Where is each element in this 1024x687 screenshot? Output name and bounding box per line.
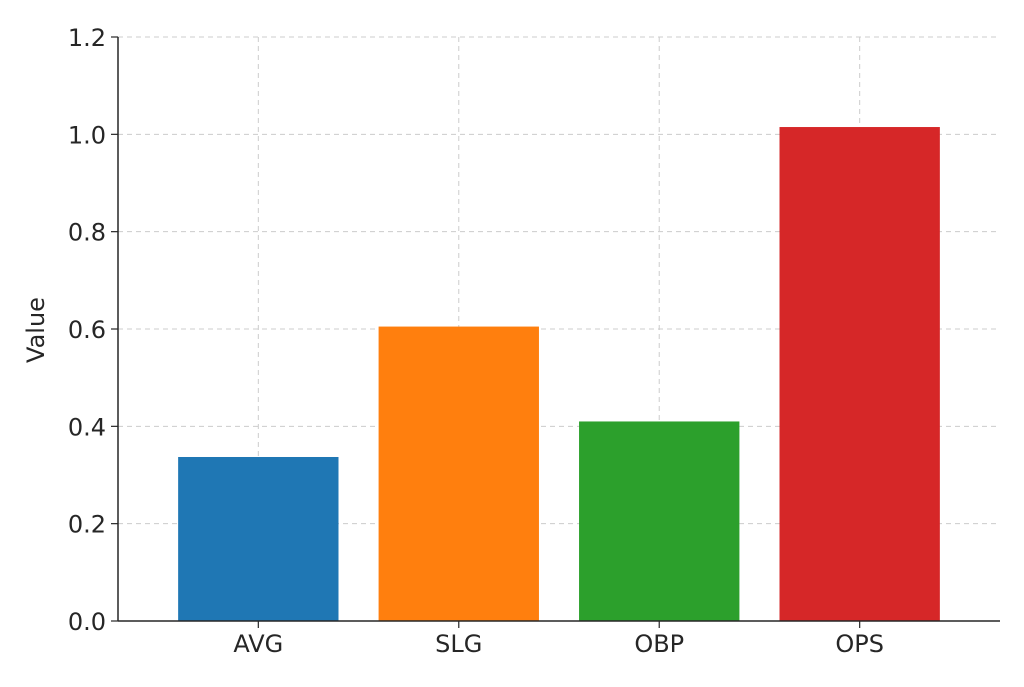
y-tick-label: 0.4 [68, 413, 106, 441]
x-ticks: AVG SLG OBP OPS [233, 621, 884, 658]
x-tick-label: OBP [634, 630, 684, 658]
y-tick-label: 1.2 [68, 24, 106, 52]
y-axis-label: Value [22, 297, 50, 363]
y-ticks: 0.0 0.2 0.4 0.6 0.8 1.0 1.2 [68, 24, 118, 636]
x-tick-label: SLG [435, 630, 482, 658]
bar-avg [178, 456, 339, 621]
bar-slg [378, 326, 539, 621]
bars [178, 127, 940, 622]
y-tick-label: 0.6 [68, 316, 106, 344]
bar-obp [579, 421, 740, 621]
x-tick-label: OPS [835, 630, 884, 658]
y-tick-label: 0.2 [68, 511, 106, 539]
bar-ops [779, 127, 940, 622]
y-tick-label: 1.0 [68, 121, 106, 149]
x-tick-label: AVG [233, 630, 283, 658]
y-tick-label: 0.8 [68, 219, 106, 247]
y-tick-label: 0.0 [68, 608, 106, 636]
